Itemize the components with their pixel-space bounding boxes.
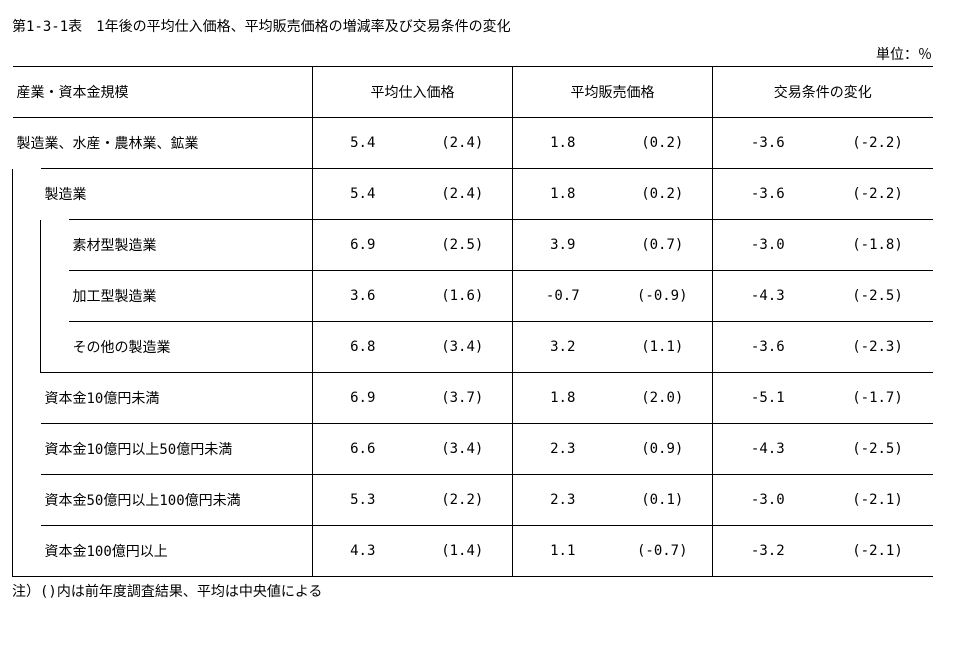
unit-label: 単位：％ <box>12 44 932 66</box>
col-header-purchase: 平均仕入価格 <box>313 67 513 118</box>
table-row: その他の製造業 6.8 (3.4) 3.2 (1.1) -3.6 (-2.3) <box>13 322 933 373</box>
cell: (0.2) <box>613 118 713 169</box>
cell: -4.3 <box>713 271 823 322</box>
table-footnote: 注）()内は前年度調査結果、平均は中央値による <box>12 577 961 601</box>
row-label: 資本金50億円以上100億円未満 <box>41 475 313 526</box>
cell: (-2.1) <box>823 526 933 577</box>
row-label: その他の製造業 <box>69 322 313 373</box>
cell: (0.7) <box>613 220 713 271</box>
cell: -0.7 <box>513 271 613 322</box>
cell: (1.4) <box>413 526 513 577</box>
cell: (2.5) <box>413 220 513 271</box>
row-label: 素材型製造業 <box>69 220 313 271</box>
cell: 2.3 <box>513 475 613 526</box>
cell: (3.4) <box>413 322 513 373</box>
cell: 5.4 <box>313 118 413 169</box>
row-label: 製造業、水産・農林業、鉱業 <box>13 118 313 169</box>
col-header-terms: 交易条件の変化 <box>713 67 933 118</box>
cell: -4.3 <box>713 424 823 475</box>
table-row: 資本金100億円以上 4.3 (1.4) 1.1 (-0.7) -3.2 (-2… <box>13 526 933 577</box>
cell: -3.0 <box>713 475 823 526</box>
table-row: 資本金10億円以上50億円未満 6.6 (3.4) 2.3 (0.9) -4.3… <box>13 424 933 475</box>
cell: (-2.5) <box>823 424 933 475</box>
row-label: 資本金100億円以上 <box>41 526 313 577</box>
cell: (-2.3) <box>823 322 933 373</box>
col-header-industry: 産業・資本金規模 <box>13 67 313 118</box>
cell: (-1.7) <box>823 373 933 424</box>
cell: 4.3 <box>313 526 413 577</box>
cell: 1.8 <box>513 118 613 169</box>
cell: (-2.2) <box>823 169 933 220</box>
table-row: 加工型製造業 3.6 (1.6) -0.7 (-0.9) -4.3 (-2.5) <box>13 271 933 322</box>
table-row: 資本金10億円未満 6.9 (3.7) 1.8 (2.0) -5.1 (-1.7… <box>13 373 933 424</box>
table-row: 製造業、水産・農林業、鉱業 5.4 (2.4) 1.8 (0.2) -3.6 (… <box>13 118 933 169</box>
cell: (3.4) <box>413 424 513 475</box>
cell: (-0.9) <box>613 271 713 322</box>
cell: 6.9 <box>313 373 413 424</box>
cell: 3.9 <box>513 220 613 271</box>
cell: -3.2 <box>713 526 823 577</box>
row-label: 資本金10億円未満 <box>41 373 313 424</box>
cell: (-2.5) <box>823 271 933 322</box>
cell: 1.8 <box>513 373 613 424</box>
cell: 6.8 <box>313 322 413 373</box>
cell: (2.0) <box>613 373 713 424</box>
cell: 6.6 <box>313 424 413 475</box>
cell: (2.4) <box>413 169 513 220</box>
cell: -3.6 <box>713 169 823 220</box>
cell: (-0.7) <box>613 526 713 577</box>
table-row: 資本金50億円以上100億円未満 5.3 (2.2) 2.3 (0.1) -3.… <box>13 475 933 526</box>
cell: (2.2) <box>413 475 513 526</box>
cell: -5.1 <box>713 373 823 424</box>
col-header-sales: 平均販売価格 <box>513 67 713 118</box>
table-title: 第1-3-1表 1年後の平均仕入価格、平均販売価格の増減率及び交易条件の変化 <box>12 12 961 44</box>
cell: 2.3 <box>513 424 613 475</box>
cell: (-2.1) <box>823 475 933 526</box>
cell: 1.1 <box>513 526 613 577</box>
cell: 1.8 <box>513 169 613 220</box>
row-label: 製造業 <box>41 169 313 220</box>
cell: 6.9 <box>313 220 413 271</box>
cell: -3.6 <box>713 322 823 373</box>
cell: (3.7) <box>413 373 513 424</box>
table-row: 素材型製造業 6.9 (2.5) 3.9 (0.7) -3.0 (-1.8) <box>13 220 933 271</box>
cell: 3.2 <box>513 322 613 373</box>
cell: 5.3 <box>313 475 413 526</box>
table-header-row: 産業・資本金規模 平均仕入価格 平均販売価格 交易条件の変化 <box>13 67 933 118</box>
cell: (0.2) <box>613 169 713 220</box>
table-row: 製造業 5.4 (2.4) 1.8 (0.2) -3.6 (-2.2) <box>13 169 933 220</box>
row-label: 加工型製造業 <box>69 271 313 322</box>
cell: (0.1) <box>613 475 713 526</box>
cell: (1.6) <box>413 271 513 322</box>
row-label: 資本金10億円以上50億円未満 <box>41 424 313 475</box>
cell: (-1.8) <box>823 220 933 271</box>
cell: 3.6 <box>313 271 413 322</box>
data-table: 産業・資本金規模 平均仕入価格 平均販売価格 交易条件の変化 製造業、水産・農林… <box>12 66 933 577</box>
cell: (0.9) <box>613 424 713 475</box>
cell: (1.1) <box>613 322 713 373</box>
cell: (-2.2) <box>823 118 933 169</box>
cell: (2.4) <box>413 118 513 169</box>
cell: 5.4 <box>313 169 413 220</box>
cell: -3.6 <box>713 118 823 169</box>
cell: -3.0 <box>713 220 823 271</box>
